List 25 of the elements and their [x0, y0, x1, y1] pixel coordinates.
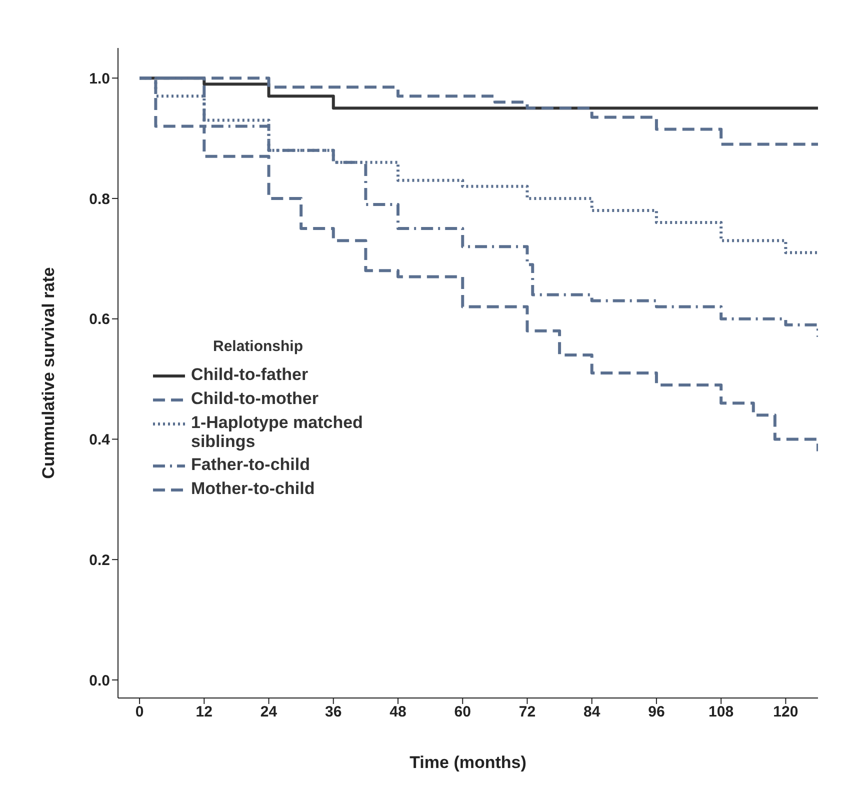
y-tick-label: 1.0	[89, 70, 110, 88]
legend-label: Child-to-mother	[191, 389, 320, 408]
legend-label: Mother-to-child	[191, 479, 316, 498]
y-tick-label: 0.6	[89, 311, 110, 328]
x-tick-label: 0	[135, 704, 144, 721]
legend-label: 1-Haplotype matched siblings	[191, 413, 364, 451]
y-tick-label: 0.8	[89, 190, 110, 208]
x-tick-label: 72	[518, 704, 536, 721]
legend-label: Father-to-child	[191, 455, 311, 474]
x-tick-label: 60	[454, 704, 471, 721]
x-tick-label: 108	[708, 704, 734, 721]
legend-label: Child-to-father	[191, 365, 310, 384]
x-tick-label: 96	[648, 704, 665, 721]
y-tick-label: 0.2	[89, 552, 110, 569]
y-tick-label: 0.4	[89, 432, 111, 449]
x-tick-label: 24	[260, 704, 278, 721]
x-tick-label: 84	[584, 704, 601, 721]
x-tick-label: 48	[390, 704, 406, 721]
legend-title: Relationship	[213, 338, 304, 355]
y-tick-label: 0.0	[89, 672, 110, 690]
x-tick-label: 120	[773, 704, 798, 721]
y-axis-title: Cummulative survival rate	[39, 267, 58, 479]
x-axis-title: Time (months)	[410, 753, 526, 772]
x-tick-label: 12	[196, 704, 212, 721]
x-tick-label: 36	[325, 704, 342, 721]
